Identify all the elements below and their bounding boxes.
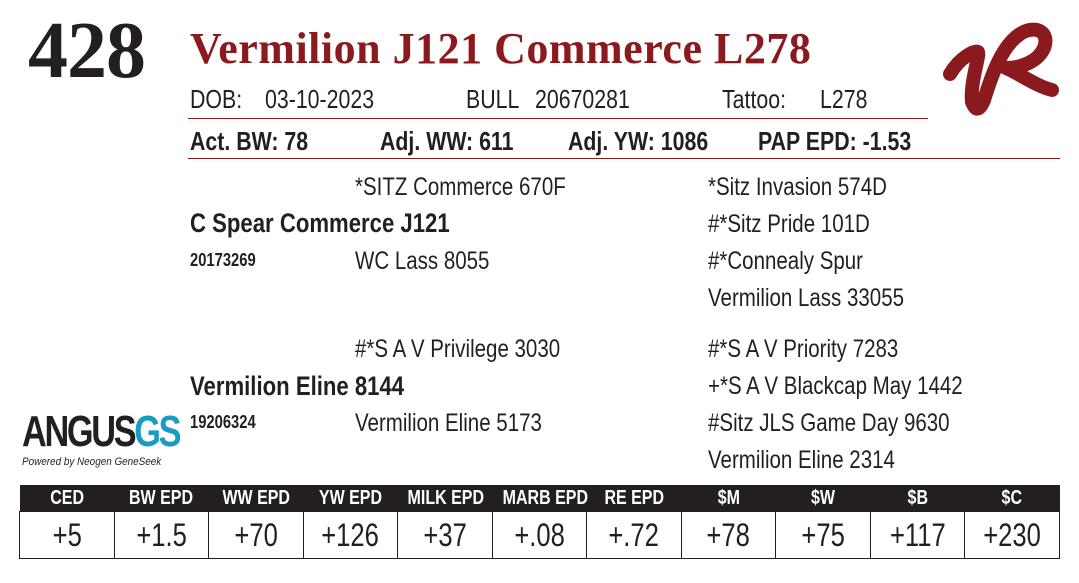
epd-header: RE EPD xyxy=(586,485,682,512)
sire-dam-dam: Vermilion Lass 33055 xyxy=(708,284,905,312)
tattoo-label: Tattoo: xyxy=(722,84,787,114)
sire-sire-dam: #*Sitz Pride 101D xyxy=(708,210,870,238)
actual-birth-weight: Act. BW: 78 xyxy=(190,126,309,156)
epd-header: CED xyxy=(19,485,115,512)
epd-value: +37 xyxy=(397,511,493,559)
epd-header-row: CED BW EPD WW EPD YW EPD MILK EPD MARB E… xyxy=(19,485,1060,512)
dob-label: DOB: xyxy=(190,84,243,114)
sire-sire: *SITZ Commerce 670F xyxy=(355,173,566,201)
sire-dam: WC Lass 8055 xyxy=(355,247,490,275)
epd-header: BW EPD xyxy=(114,485,209,512)
epd-value: +.08 xyxy=(491,511,588,559)
epd-header: $M xyxy=(681,485,776,512)
epd-header: YW EPD xyxy=(303,485,398,512)
epd-header: MARB EPD xyxy=(492,485,588,512)
epd-value: +75 xyxy=(775,511,871,559)
dam-name: Vermilion Eline 8144 xyxy=(190,371,405,401)
epd-value: +126 xyxy=(302,511,399,559)
dam-sire-sire: #*S A V Priority 7283 xyxy=(708,335,899,363)
registration-number: 20670281 xyxy=(535,84,630,114)
angus-tagline: Powered by Neogen GeneSeek xyxy=(22,456,162,468)
epd-table: CED BW EPD WW EPD YW EPD MILK EPD MARB E… xyxy=(19,485,1060,559)
sire-sire-sire: *Sitz Invasion 574D xyxy=(708,173,887,201)
pap-epd: PAP EPD: -1.53 xyxy=(758,126,912,156)
epd-value-row: +5 +1.5 +70 +126 +37 +.08 +.72 +78 +75 +… xyxy=(19,511,1060,559)
divider-top xyxy=(188,118,928,119)
epd-header: $B xyxy=(870,485,965,512)
adjusted-weaning-weight: Adj. WW: 611 xyxy=(380,126,514,156)
dam-dam: Vermilion Eline 5173 xyxy=(355,409,542,437)
epd-value: +78 xyxy=(680,511,777,559)
dam-dam-dam: Vermilion Eline 2314 xyxy=(708,446,895,474)
epd-value: +230 xyxy=(964,511,1060,559)
dam-sire-dam: +*S A V Blackcap May 1442 xyxy=(708,372,963,400)
epd-value: +70 xyxy=(208,511,304,559)
tattoo-value: L278 xyxy=(820,84,868,114)
dam-dam-sire: #Sitz JLS Game Day 9630 xyxy=(708,409,950,437)
epd-header: $W xyxy=(775,485,871,512)
sire-dam-sire: #*Connealy Spur xyxy=(708,247,863,275)
animal-name: Vermilion J121 Commerce L278 xyxy=(190,24,812,73)
epd-value: +.72 xyxy=(586,511,682,559)
lot-number: 428 xyxy=(28,7,146,95)
sire-registration: 20173269 xyxy=(190,250,256,270)
adjusted-yearling-weight: Adj. YW: 1086 xyxy=(568,126,709,156)
dam-sire: #*S A V Privilege 3030 xyxy=(355,335,561,363)
epd-value: +1.5 xyxy=(113,511,210,559)
divider-bottom xyxy=(188,158,1060,159)
sex-label: BULL xyxy=(466,84,520,114)
epd-header: $C xyxy=(964,485,1060,512)
sire-name: C Spear Commerce J121 xyxy=(190,208,450,238)
angus-gs-word: GS xyxy=(134,407,181,456)
vermilion-brand-icon xyxy=(940,12,1060,127)
epd-value: +5 xyxy=(19,511,115,559)
angus-gs-logo: ANGUSGS Powered by Neogen GeneSeek xyxy=(22,410,223,469)
dob-value: 03-10-2023 xyxy=(265,84,375,114)
epd-value: +117 xyxy=(869,511,966,559)
dam-registration: 19206324 xyxy=(190,412,256,432)
epd-header: MILK EPD xyxy=(397,485,493,512)
angus-word: ANGUS xyxy=(22,407,137,456)
epd-header: WW EPD xyxy=(208,485,304,512)
